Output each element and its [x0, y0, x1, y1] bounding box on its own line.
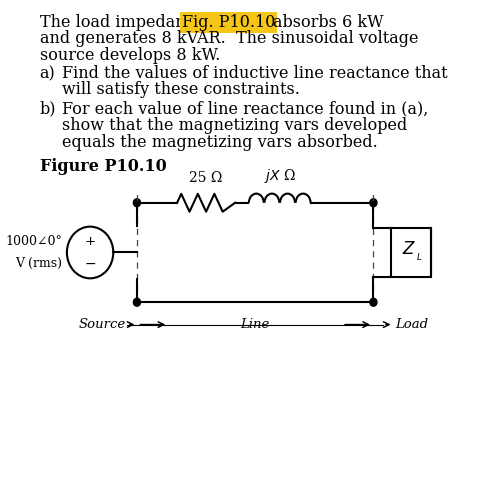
Text: and generates 8 kVAR.  The sinusoidal voltage: and generates 8 kVAR. The sinusoidal vol… [40, 30, 417, 47]
Bar [390, 228, 430, 278]
Circle shape [369, 298, 376, 306]
Text: b): b) [40, 101, 56, 118]
Text: will satisfy these constraints.: will satisfy these constraints. [62, 82, 299, 98]
Text: 25 Ω: 25 Ω [189, 172, 222, 185]
Text: Load: Load [394, 318, 427, 331]
Text: equals the magnetizing vars absorbed.: equals the magnetizing vars absorbed. [62, 134, 377, 150]
Text: V (rms): V (rms) [16, 257, 62, 270]
Text: a): a) [40, 65, 55, 82]
Circle shape [133, 298, 140, 306]
Circle shape [133, 199, 140, 206]
Text: 1000∠0°: 1000∠0° [6, 235, 62, 248]
Text: Source: Source [78, 318, 126, 331]
Text: Line: Line [240, 318, 270, 331]
Text: Find the values of inductive line reactance that: Find the values of inductive line reacta… [62, 65, 447, 82]
Text: The load impedance in: The load impedance in [40, 14, 224, 31]
Text: −: − [84, 256, 96, 270]
Circle shape [369, 199, 376, 206]
Text: source develops 8 kW.: source develops 8 kW. [40, 46, 219, 64]
Text: +: + [85, 235, 95, 248]
Text: Fig. P10.10: Fig. P10.10 [181, 14, 275, 31]
Text: $jX$ Ω: $jX$ Ω [263, 168, 295, 186]
Text: $Z$: $Z$ [401, 240, 415, 258]
Text: Figure P10.10: Figure P10.10 [40, 158, 166, 174]
Text: absorbs 6 kW: absorbs 6 kW [273, 14, 383, 31]
Text: show that the magnetizing vars developed: show that the magnetizing vars developed [62, 117, 406, 134]
Text: For each value of line reactance found in (a),: For each value of line reactance found i… [62, 101, 427, 118]
Text: $_L$: $_L$ [415, 250, 422, 263]
